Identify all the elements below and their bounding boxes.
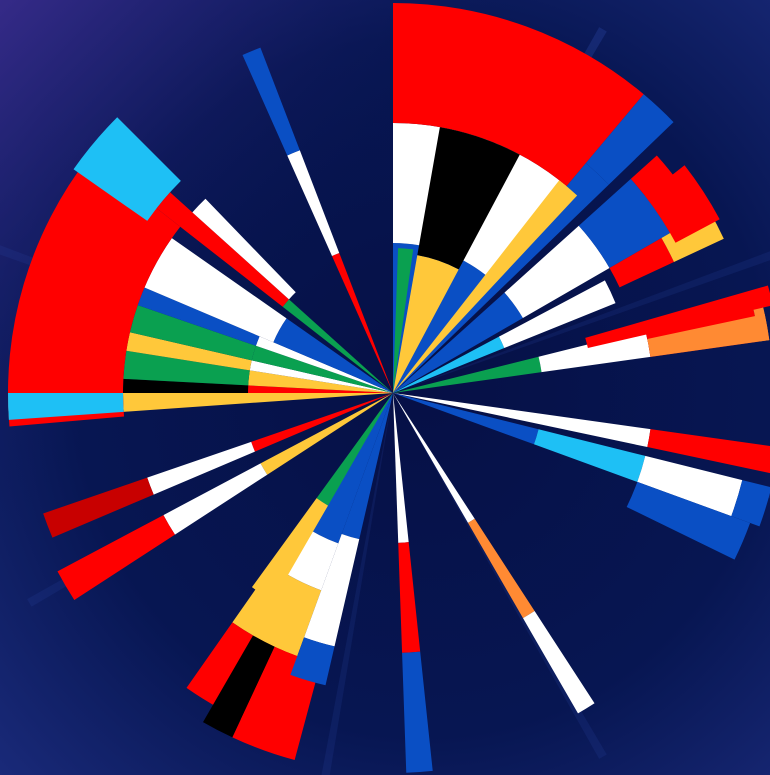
france-ray-band-2 [242,47,300,156]
top-blue-ray-band-1 [585,94,674,185]
orange-ray-band-1 [538,330,651,373]
left-fan-yellow2-band-0 [249,360,393,393]
bottom-rays-band-2 [402,651,433,773]
light-streak [393,251,770,393]
black-stripe-wedge-band-1 [417,127,520,270]
left-fan-green-band-0 [248,370,393,393]
right-rays-2-band-2 [637,455,743,517]
upper-right-wedge-band-1 [504,225,610,318]
right-rays-2-band-0 [393,393,539,445]
right-rays-1-band-0 [393,393,651,448]
right-rays-2-band-3 [731,480,770,527]
left-fan-blue-band-1 [137,287,260,346]
bottom-left-black-band-0 [203,635,275,738]
bottom-right-rays-band-0 [393,393,475,523]
cyan-ray-band-1 [498,280,616,349]
left-fan-red-band-0 [7,155,181,427]
lower-left-rays-1-band-0 [251,393,393,452]
blue-green-yellow-wedge-band-0 [393,248,414,393]
left-fan-cyan-bottom-band-0 [8,393,124,420]
france-ray-band-1 [287,150,340,256]
wedge-group [7,3,770,773]
lower-left-rays-1-band-1 [147,441,255,495]
orange-ray-end-band-0 [647,313,770,357]
lower-left-rays-2-band-2 [57,515,175,600]
upper-right-wedge-band-2 [578,178,671,268]
bottom-rays-band-1 [398,542,421,653]
france-ray-band-0 [331,252,393,393]
bottom-right-rays-band-2 [523,611,595,714]
bottom-left-blue-band-0 [341,393,393,540]
left-fan-yellow-band-0 [123,393,393,412]
left-fan-cyan-top-band-0 [73,117,181,221]
lower-left-rays-1-band-2 [43,477,154,538]
netherlands-wedge-band-2 [393,3,644,187]
upper-right-yellow-band-0 [609,238,674,288]
left-fan-white-band-1 [144,238,287,343]
bottom-rays-band-0 [393,393,409,543]
left-fan-blue-band-0 [255,336,393,393]
left-fan-green2-band-0 [251,345,393,393]
top-yellow-ray-band-0 [393,180,578,393]
orange-ray-top-band-0 [585,285,770,349]
left-fan-white-band-0 [273,318,393,393]
upper-right-red-band-0 [645,165,720,243]
left-fan-black-band-1 [123,378,249,393]
left-fan-red-ray-band-0 [282,299,393,393]
left-fan-black-band-0 [248,385,393,393]
bottom-left-blue-band-2 [290,637,335,686]
lower-left-rays-2-band-0 [260,393,393,475]
bottom-left-green-band-0 [316,393,393,506]
bottom-right-rays-band-1 [468,518,535,619]
left-fan-yellow2-band-1 [126,332,252,371]
bottom-left-blue-band-1 [304,533,360,647]
upper-right-wedge-band-0 [393,292,523,393]
right-rays-1-band-1 [647,429,770,474]
left-fan-white-ray-band-0 [192,198,296,300]
orange-ray-band-0 [393,356,542,393]
bottom-left-wedge-band-1 [272,524,339,591]
right-rays-3-band-0 [626,481,751,560]
left-fan-green-band-1 [123,350,250,386]
left-fan-green2-band-1 [129,305,256,361]
lower-left-rays-2-band-1 [163,463,268,535]
bottom-left-green-band-1 [251,498,328,601]
top-blue-ray-band-0 [393,163,609,393]
cyan-ray-band-0 [393,336,505,393]
bottom-left-wedge-band-2 [232,565,322,657]
right-rays-2-band-1 [533,429,646,482]
left-fan-red-ray-band-1 [156,192,289,307]
black-stripe-wedge-band-0 [393,255,459,393]
